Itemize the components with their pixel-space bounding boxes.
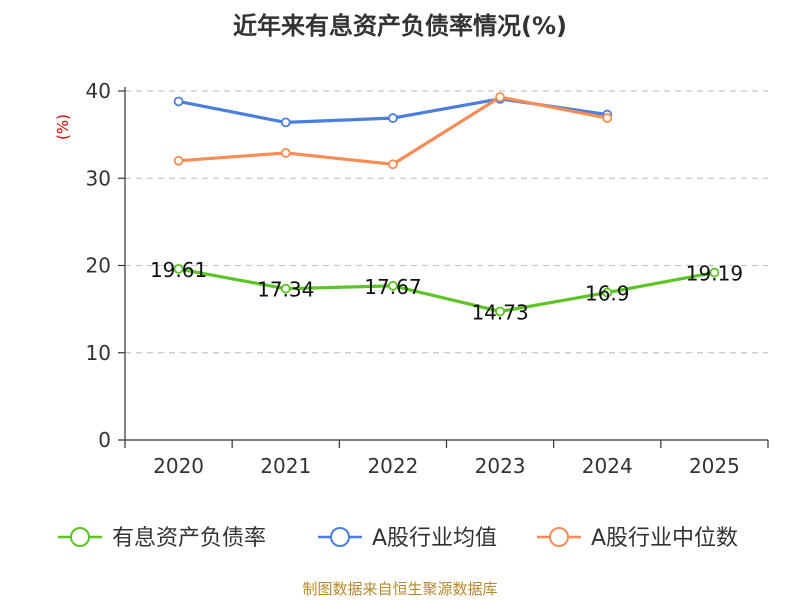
y-tick-label: 20 xyxy=(86,254,111,278)
y-tick-label: 0 xyxy=(98,428,111,452)
series-point-0 xyxy=(388,280,398,291)
x-tick-label: 2023 xyxy=(475,454,526,478)
chart-title: 近年来有息资产负债率情况(%) xyxy=(233,12,567,40)
x-tick-label: 2020 xyxy=(153,454,204,478)
data-label: 19.61 xyxy=(150,258,207,282)
series-point-2 xyxy=(495,92,505,103)
data-label: 14.73 xyxy=(471,300,528,324)
legend-marker-1 xyxy=(330,527,350,547)
series-point-2 xyxy=(173,155,184,166)
series-line-0 xyxy=(176,267,717,314)
data-labels: 19.61 17.34 17.67 14.73 16.9 19.19 xyxy=(150,258,743,325)
gridlines xyxy=(125,90,768,354)
legend-marker-2 xyxy=(549,527,569,547)
series-point-0 xyxy=(709,267,720,278)
axes: 0 10 20 30 40 2020 2021 2022 2023 2024 2025 xyxy=(86,79,769,478)
y-tick-label: 30 xyxy=(86,166,111,190)
series-point-1 xyxy=(173,96,184,107)
legend-label-2: A股行业中位数 xyxy=(591,526,738,551)
data-label: 17.34 xyxy=(257,278,314,302)
x-tick-label: 2022 xyxy=(367,454,418,478)
series-point-1 xyxy=(280,117,291,128)
series-point-0 xyxy=(602,287,613,298)
x-tick-label: 2024 xyxy=(582,454,633,478)
legend: 有息资产负债率 A股行业均值 A股行业中位数 xyxy=(58,526,738,551)
series-point-0 xyxy=(495,306,505,317)
legend-marker-0 xyxy=(70,527,90,547)
series-point-2 xyxy=(388,159,398,170)
data-label: 16.9 xyxy=(585,282,630,306)
y-tick-label: 40 xyxy=(86,79,111,103)
series-point-2 xyxy=(602,113,613,123)
legend-label-1: A股行业均值 xyxy=(372,526,497,551)
y-axis-unit-label: (%) xyxy=(54,114,72,140)
data-label: 17.67 xyxy=(364,275,421,299)
x-tick-label: 2025 xyxy=(689,454,740,478)
series-layer xyxy=(173,92,720,317)
series-point-1 xyxy=(388,113,398,123)
series-point-2 xyxy=(280,148,291,158)
series-line-2 xyxy=(176,95,609,166)
legend-label-0: 有息资产负债率 xyxy=(112,526,266,551)
x-tick-label: 2021 xyxy=(260,454,311,478)
y-tick-label: 10 xyxy=(86,341,111,365)
source-note: 制图数据来自恒生聚源数据库 xyxy=(302,580,497,598)
series-point-0 xyxy=(280,283,291,294)
data-label: 19.19 xyxy=(686,262,743,286)
series-point-0 xyxy=(173,264,184,274)
